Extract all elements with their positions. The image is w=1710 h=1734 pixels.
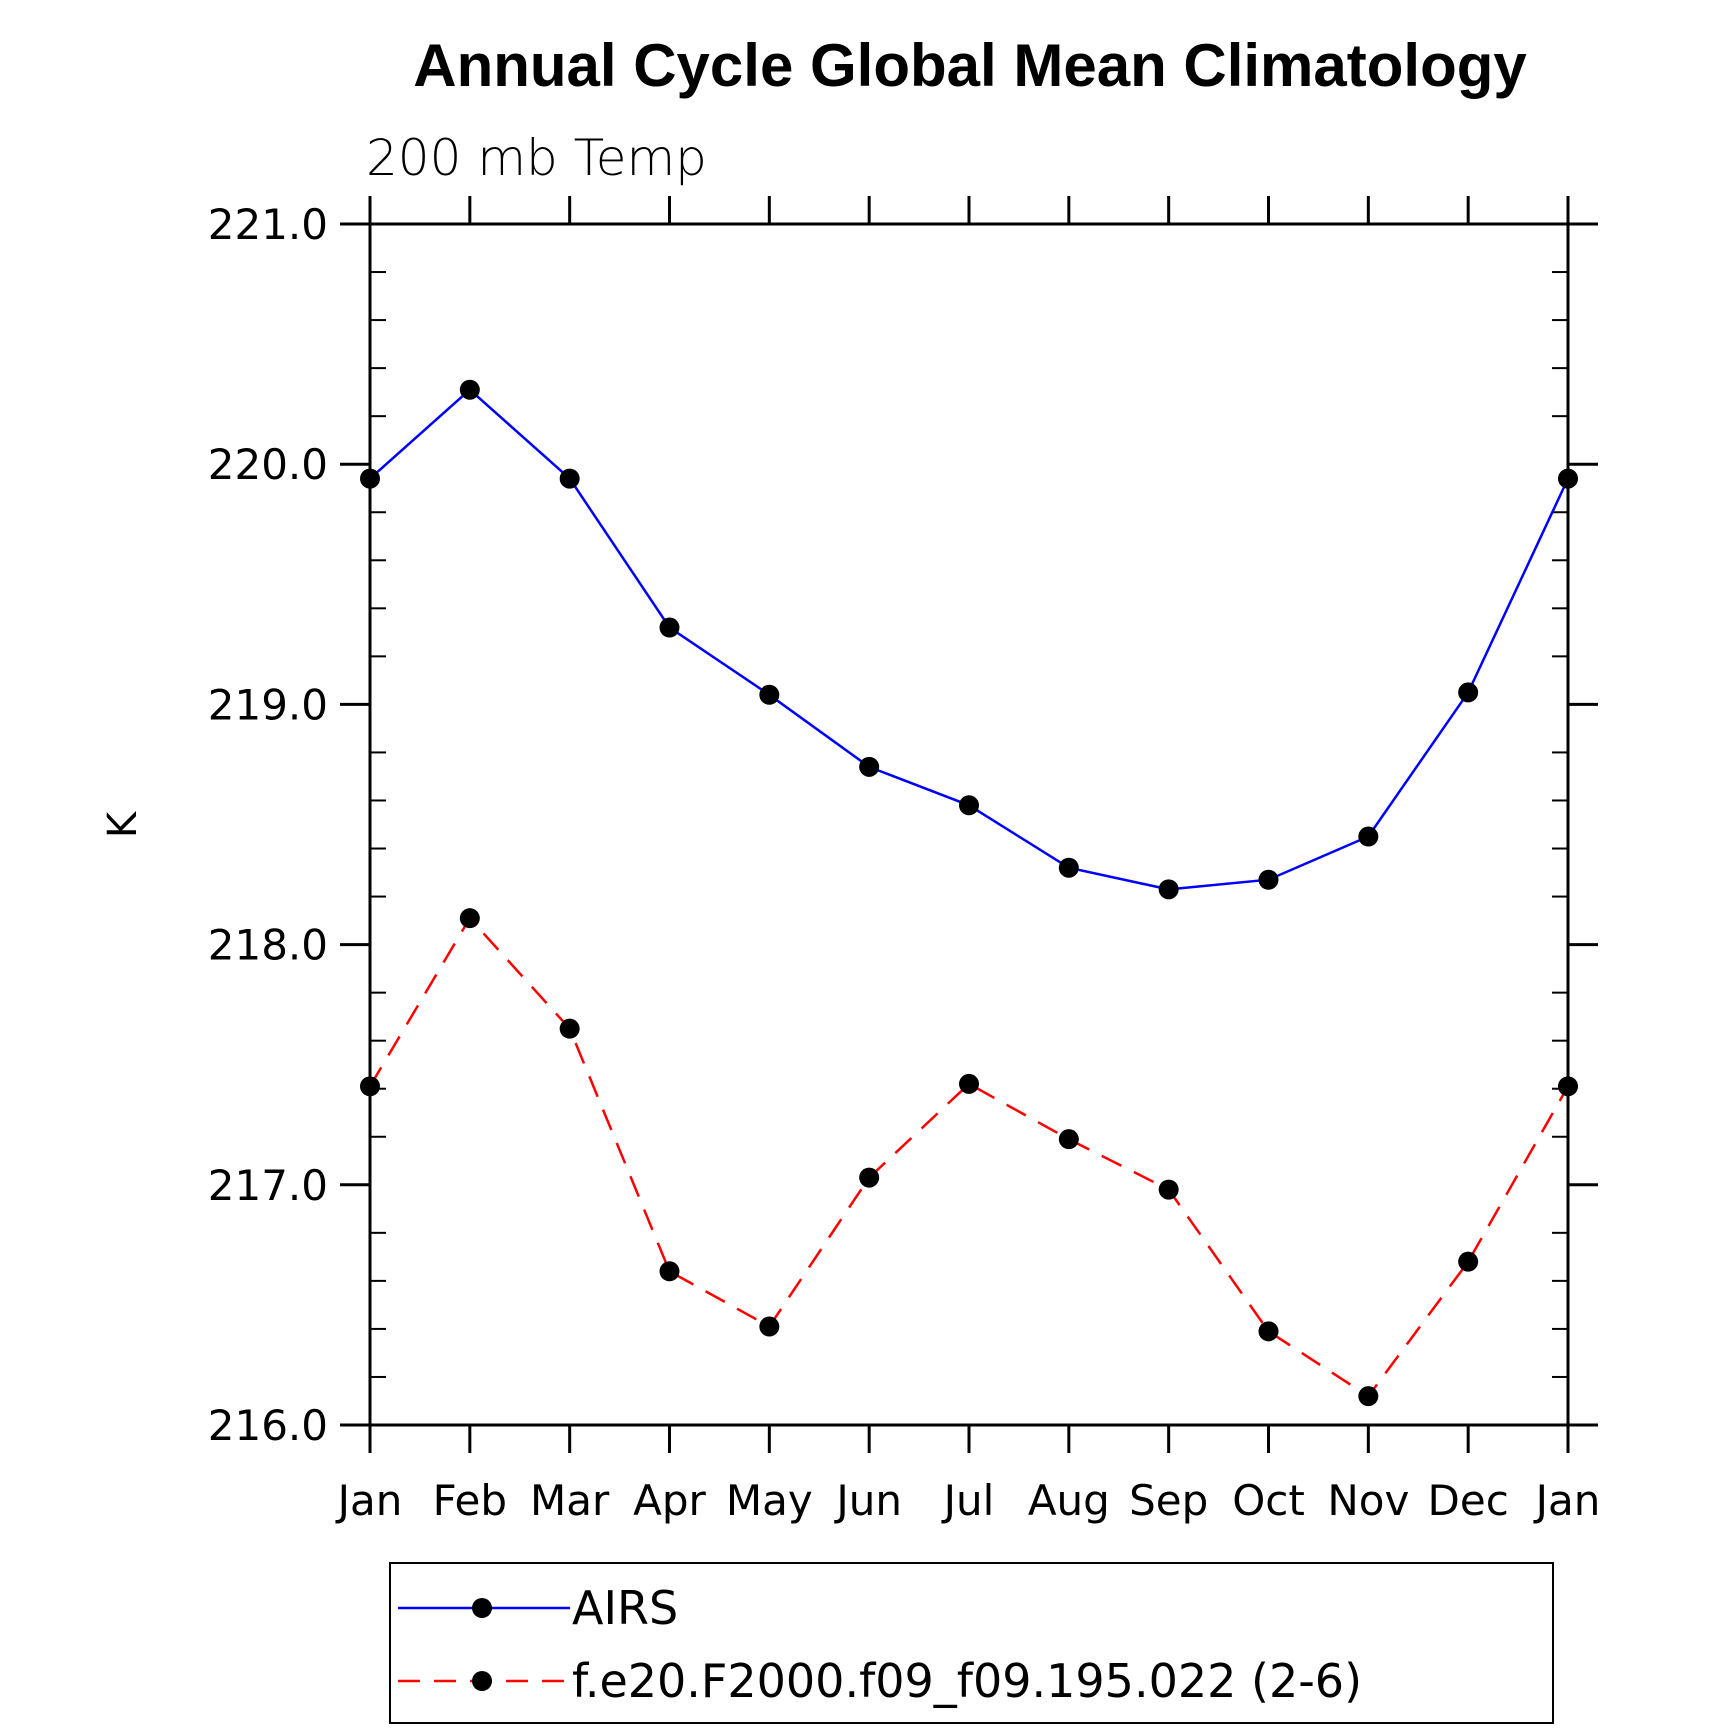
x-tick-label: Oct (1232, 1476, 1305, 1525)
series-line-2 (368, 916, 1570, 1398)
x-tick-label: Jan (1533, 1476, 1601, 1525)
y-tick-label: 219.0 (208, 680, 328, 729)
series-1-point (1058, 857, 1079, 878)
series-1-point (1558, 468, 1578, 489)
series-1-point (1258, 869, 1279, 890)
x-tick-label: Dec (1428, 1476, 1509, 1525)
legend-marker-2 (472, 1671, 492, 1691)
x-tick-label: Aug (1028, 1476, 1110, 1525)
y-tick-label: 217.0 (208, 1161, 328, 1210)
series-1-point (559, 468, 580, 489)
plot-frame (368, 222, 1570, 1427)
legend-box (389, 1562, 1554, 1724)
series-2-point (759, 1316, 780, 1337)
x-tick-label: Jun (833, 1476, 902, 1525)
series-2-point (1158, 1179, 1179, 1200)
x-tick-label: Feb (433, 1476, 507, 1525)
series-1-point (959, 795, 979, 816)
x-tick-label: Apr (633, 1476, 706, 1525)
series-2-point (459, 908, 480, 929)
series-1-point (759, 684, 780, 705)
chart-subtitle: 200 mb Temp (366, 129, 707, 187)
x-tick-label: Nov (1327, 1476, 1409, 1525)
y-axis-label: K (100, 810, 146, 838)
legend-marker-1 (472, 1598, 492, 1618)
series-1-point (659, 617, 680, 638)
series-2-point (1458, 1251, 1479, 1272)
series-2-point (959, 1073, 979, 1094)
x-tick-label: Mar (530, 1476, 610, 1525)
chart-title: Annual Cycle Global Mean Climatology (413, 32, 1527, 99)
series-2-point (1258, 1321, 1279, 1342)
series-2-point (1058, 1129, 1079, 1150)
series-2-point (659, 1261, 680, 1282)
x-tick-label: Jan (335, 1476, 403, 1525)
series-1-point (859, 756, 880, 777)
series-2-point (559, 1018, 580, 1039)
legend-label-1: AIRS (572, 1581, 678, 1635)
series-1-point (1458, 682, 1479, 703)
plot-area: Jan Feb Mar Apr May Jun Jul Aug Sep Oct Nov Dec Jan2… (208, 196, 1601, 1525)
series-1-point (459, 379, 480, 400)
series-1-point (1158, 879, 1179, 900)
x-tick-label: Jul (941, 1476, 995, 1525)
legend-label-2: f.e20.F2000.f09_f09.195.022 (2-6) (572, 1654, 1362, 1708)
series-2-point (1358, 1386, 1379, 1407)
series-2-point (1558, 1076, 1578, 1097)
series-1-point (360, 468, 380, 489)
y-tick-label: 218.0 (208, 921, 328, 970)
series-1-point (1358, 826, 1379, 847)
x-tick-label: May (726, 1476, 813, 1525)
series-2-point (360, 1076, 380, 1097)
y-tick-label: 221.0 (208, 200, 328, 249)
series-2-point (859, 1167, 880, 1188)
y-tick-label: 220.0 (208, 440, 328, 489)
x-tick-label: Sep (1129, 1476, 1208, 1525)
y-tick-label: 216.0 (208, 1401, 328, 1450)
legend: AIRS f.e20.F2000.f09_f09.195.022 (2-6) (389, 1562, 1554, 1724)
